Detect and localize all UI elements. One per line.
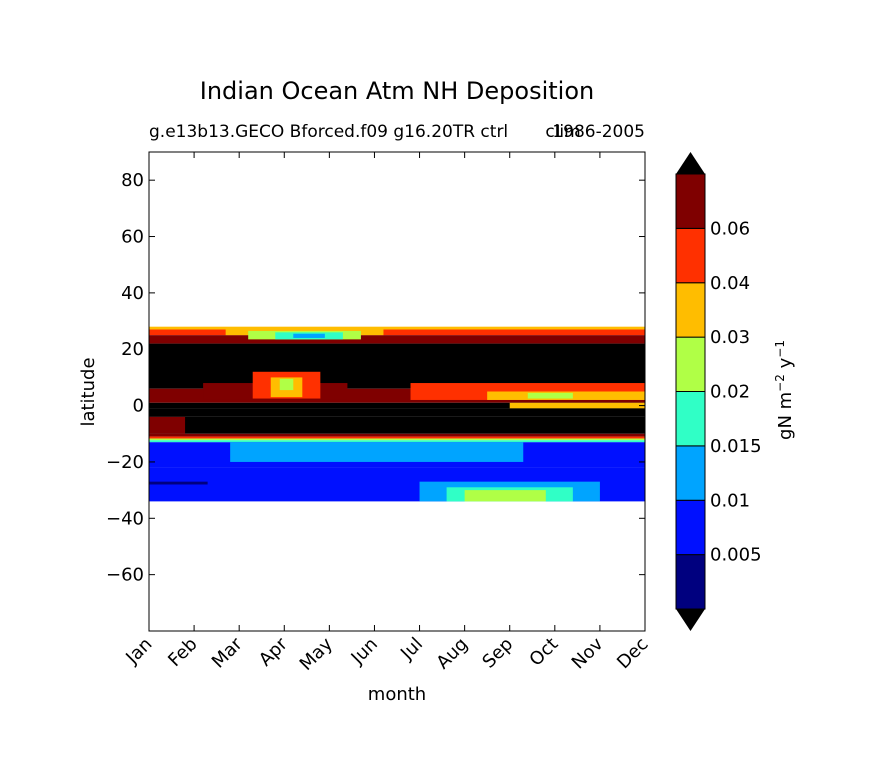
- y-tick-label: −60: [106, 565, 144, 586]
- x-tick-label: Sep: [478, 634, 517, 673]
- x-tick-label: Jul: [396, 634, 427, 665]
- chart-subtitle-right: 1986-2005: [552, 122, 645, 142]
- colorbar-ticks: 0.005 0.01 0.015 0.02 0.03 0.04 0.06: [710, 218, 762, 565]
- chart-title: Indian Ocean Atm NH Deposition: [200, 77, 595, 105]
- x-tick-label: Jan: [121, 634, 156, 669]
- colorbar-cell-0: [675, 554, 706, 610]
- colorbar-cell-5: [675, 282, 706, 338]
- x-tick-label: Dec: [613, 634, 652, 673]
- contour-band-7: [149, 343, 645, 389]
- contour-band-18: [149, 408, 645, 417]
- y-tick-label: 0: [133, 396, 144, 417]
- colorbar-cell-4: [675, 336, 706, 392]
- colorbar-cell-1: [675, 499, 706, 556]
- colorbar-tick-label: 0.015: [710, 436, 762, 457]
- contour-band-19: [149, 416, 645, 434]
- colorbar-extend-min: [676, 609, 705, 631]
- contour-band-21: [149, 433, 645, 437]
- plot-area: Jan Feb Mar Apr May Jun Jul Aug Sep Oct Nov Dec 80 6…: [106, 151, 653, 675]
- x-tick-label: Nov: [568, 633, 608, 673]
- colorbar-outline: [675, 173, 706, 610]
- contour-band-23: [149, 438, 645, 441]
- y-tick-label: 20: [121, 339, 144, 360]
- contour-band-12: [279, 378, 294, 391]
- colorbar-cell-6: [675, 227, 706, 284]
- colorbar-tick-label: 0.005: [710, 545, 762, 566]
- colorbar-tick-label: 0.01: [710, 490, 750, 511]
- colorbar-cell-2: [675, 445, 706, 501]
- chart-subtitle-mid: clim: [545, 122, 580, 142]
- x-tick-label: Apr: [255, 633, 292, 670]
- contour-band-6: [293, 333, 325, 338]
- x-axis-label: month: [368, 684, 426, 705]
- colorbar-cells: [675, 173, 706, 610]
- contour-band-24: [149, 440, 645, 443]
- colorbar-label-mid: y: [775, 357, 796, 374]
- plot-frame: [148, 151, 646, 632]
- y-tick-label: 40: [121, 283, 144, 304]
- contour-bands: [149, 326, 645, 502]
- colorbar-label-exponent-1: −2: [773, 374, 787, 392]
- colorbar-label: gN m−2 y−1: [773, 340, 796, 440]
- contour-band-22: [149, 436, 645, 439]
- colorbar-label-exponent-2: −1: [773, 340, 787, 358]
- colorbar-cell-7: [675, 173, 706, 229]
- colorbar-tick-label: 0.06: [710, 218, 750, 239]
- contour-band-30: [464, 490, 546, 502]
- y-tick-label: 60: [121, 227, 144, 248]
- y-axis-label: latitude: [78, 357, 99, 426]
- contour-band-31: [149, 481, 208, 485]
- contour-band-0: [149, 326, 645, 330]
- contour-band-2: [149, 335, 645, 344]
- colorbar-cell-3: [675, 391, 706, 447]
- x-tick-label: May: [296, 633, 337, 674]
- x-tick-label: Aug: [432, 634, 472, 674]
- x-tick-label: Mar: [208, 633, 247, 672]
- colorbar-tick-label: 0.02: [710, 382, 750, 403]
- contour-band-20: [149, 416, 186, 434]
- colorbar-extend-max: [676, 152, 705, 174]
- chart-subtitle-left: g.e13b13.GECO Bforced.f09 g16.20TR ctrl: [149, 122, 508, 142]
- x-tick-label: Oct: [525, 634, 562, 671]
- y-tick-label: −40: [106, 508, 144, 529]
- contour-band-16: [149, 402, 645, 409]
- y-tick-label: −20: [106, 452, 144, 473]
- colorbar-tick-label: 0.04: [710, 273, 750, 294]
- contour-band-1: [149, 329, 645, 336]
- y-tick-label: 80: [121, 170, 144, 191]
- y-ticks: 80 60 40 20 0 −20 −40 −60: [106, 170, 645, 586]
- colorbar-tick-label: 0.03: [710, 327, 750, 348]
- colorbar: 0.005 0.01 0.015 0.02 0.03 0.04 0.06 gN m−2 y−…: [675, 152, 796, 631]
- x-tick-label: Jun: [347, 634, 382, 669]
- contour-band-17: [509, 402, 645, 409]
- colorbar-label-text: gN m: [775, 392, 796, 440]
- contour-band-15: [527, 392, 573, 399]
- contour-band-26: [230, 442, 524, 462]
- x-tick-label: Feb: [164, 634, 201, 671]
